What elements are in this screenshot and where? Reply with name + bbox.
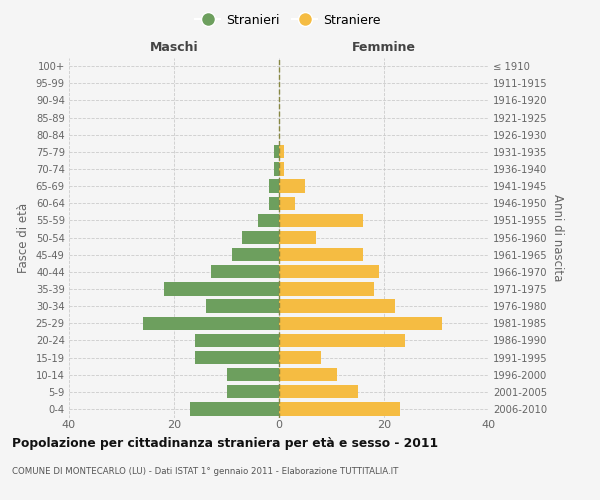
Legend: Stranieri, Straniere: Stranieri, Straniere bbox=[190, 8, 386, 32]
Bar bbox=[279, 316, 442, 330]
Bar bbox=[190, 402, 279, 415]
Bar bbox=[195, 351, 279, 364]
Bar bbox=[279, 402, 400, 415]
Bar bbox=[269, 196, 279, 210]
Bar bbox=[269, 180, 279, 193]
Bar bbox=[205, 300, 279, 313]
Bar bbox=[279, 265, 379, 278]
Bar bbox=[279, 180, 305, 193]
Bar bbox=[279, 248, 363, 262]
Bar bbox=[258, 214, 279, 227]
Y-axis label: Anni di nascita: Anni di nascita bbox=[551, 194, 565, 281]
Bar bbox=[143, 316, 279, 330]
Bar bbox=[242, 231, 279, 244]
Bar bbox=[211, 265, 279, 278]
Bar bbox=[195, 334, 279, 347]
Text: Maschi: Maschi bbox=[149, 41, 199, 54]
Bar bbox=[163, 282, 279, 296]
Text: Popolazione per cittadinanza straniera per età e sesso - 2011: Popolazione per cittadinanza straniera p… bbox=[12, 438, 438, 450]
Text: Femmine: Femmine bbox=[352, 41, 416, 54]
Bar bbox=[279, 145, 284, 158]
Bar bbox=[279, 162, 284, 175]
Bar bbox=[232, 248, 279, 262]
Bar bbox=[227, 385, 279, 398]
Bar bbox=[279, 214, 363, 227]
Bar bbox=[279, 368, 337, 382]
Bar bbox=[279, 196, 295, 210]
Bar bbox=[279, 300, 395, 313]
Bar bbox=[279, 351, 321, 364]
Bar bbox=[279, 334, 405, 347]
Text: COMUNE DI MONTECARLO (LU) - Dati ISTAT 1° gennaio 2011 - Elaborazione TUTTITALIA: COMUNE DI MONTECARLO (LU) - Dati ISTAT 1… bbox=[12, 468, 398, 476]
Bar bbox=[279, 282, 373, 296]
Bar bbox=[279, 385, 358, 398]
Y-axis label: Fasce di età: Fasce di età bbox=[17, 202, 30, 272]
Bar bbox=[227, 368, 279, 382]
Bar bbox=[274, 145, 279, 158]
Bar bbox=[279, 231, 316, 244]
Bar bbox=[274, 162, 279, 175]
